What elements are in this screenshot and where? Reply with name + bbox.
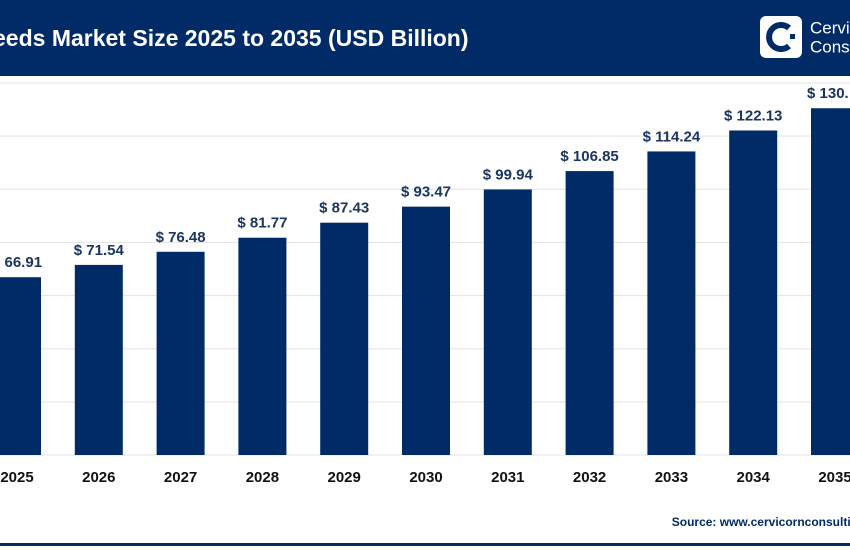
chart-title: eeds Market Size 2025 to 2035 (USD Billi…	[0, 25, 469, 51]
x-tick-label: 2027	[164, 469, 197, 486]
footer-line	[0, 543, 850, 546]
data-label: $ 99.94	[483, 166, 534, 183]
logo-text: Cervic	[810, 18, 850, 37]
data-label: $ 87.43	[319, 200, 369, 217]
x-tick-label: 2033	[655, 469, 688, 486]
bar	[156, 251, 205, 455]
header-bar	[0, 0, 850, 76]
data-label: $ 66.91	[0, 254, 42, 271]
x-tick-label: 2030	[409, 469, 442, 486]
x-tick-label: 2035	[818, 469, 850, 486]
bar	[811, 108, 850, 455]
data-label: $ 122.13	[724, 107, 782, 124]
data-label: $ 130.	[807, 85, 849, 102]
bar	[402, 206, 450, 455]
x-tick-label: 2031	[491, 469, 524, 486]
source: Source: www.cervicornconsultin	[672, 515, 850, 529]
logo-mark	[766, 22, 791, 52]
bar	[565, 171, 614, 455]
data-label: $ 114.24	[643, 128, 701, 145]
bar	[320, 222, 369, 455]
data-label: $ 71.54	[74, 242, 125, 259]
data-label: $ 93.47	[401, 184, 451, 201]
bar	[729, 130, 778, 455]
x-tick-label: 2034	[737, 469, 771, 486]
data-label: $ 76.48	[156, 229, 206, 246]
x-tick-label: 2026	[82, 469, 115, 486]
data-label: $ 81.77	[237, 215, 287, 232]
logo-dot	[790, 34, 795, 39]
bar	[74, 264, 123, 455]
bar	[238, 237, 287, 455]
x-tick-label: 2028	[246, 469, 279, 486]
x-tick-label: 2029	[328, 469, 361, 486]
data-label: $ 106.85	[560, 148, 618, 165]
bar	[647, 151, 696, 455]
x-tick-label: 2032	[573, 469, 606, 486]
bar	[0, 277, 41, 455]
x-tick-label: 2025	[0, 469, 33, 486]
bar	[483, 189, 532, 456]
logo-text: Consu	[810, 37, 850, 56]
